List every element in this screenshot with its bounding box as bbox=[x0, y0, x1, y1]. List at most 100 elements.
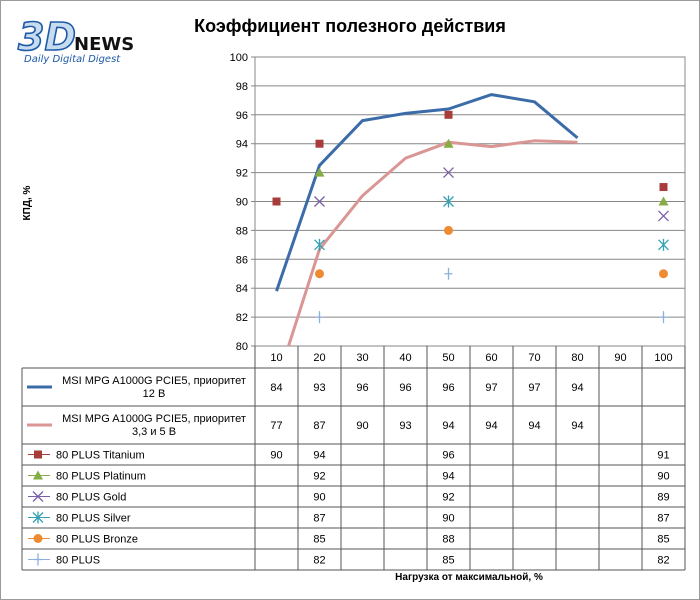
table-value-cell: 94 bbox=[313, 450, 325, 462]
table-value-cell: 89 bbox=[657, 492, 669, 504]
data-point bbox=[658, 196, 669, 206]
y-tick-label: 80 bbox=[236, 341, 248, 353]
table-value-cell: 94 bbox=[571, 382, 583, 394]
data-point bbox=[314, 238, 325, 251]
table-value-cell: 94 bbox=[485, 420, 497, 432]
data-point bbox=[659, 269, 668, 279]
logo-3d-text: 3D bbox=[18, 15, 76, 59]
x-category-label: 40 bbox=[399, 352, 411, 364]
y-tick-label: 90 bbox=[236, 197, 248, 209]
data-point bbox=[315, 311, 324, 324]
table-value-cell: 82 bbox=[313, 555, 325, 567]
data-point bbox=[444, 267, 453, 280]
x-category-label: 90 bbox=[614, 352, 626, 364]
plot-grid bbox=[251, 56, 686, 347]
series-line bbox=[275, 93, 579, 292]
table-value-cell: 92 bbox=[442, 492, 454, 504]
data-point bbox=[444, 110, 453, 119]
data-point bbox=[314, 196, 325, 207]
series-line bbox=[286, 139, 578, 346]
logo-tagline: Daily Digital Digest bbox=[24, 54, 121, 65]
x-axis-label: Нагрузка от максимальной, % bbox=[395, 572, 543, 583]
table-value-cell: 90 bbox=[356, 420, 368, 432]
data-point bbox=[659, 183, 668, 192]
y-tick-labels: 80 82 84 86 88 90 92 94 96 98 100 bbox=[230, 52, 248, 353]
y-tick-label: 96 bbox=[236, 110, 248, 122]
chart-title: Коэффициент полезного действия bbox=[194, 16, 506, 36]
table-value-cell: 87 bbox=[313, 420, 325, 432]
table-value-cell: 93 bbox=[313, 382, 325, 394]
table-value-cell: 85 bbox=[657, 534, 669, 546]
table-value-cell: 90 bbox=[657, 471, 669, 483]
x-category-label: 10 bbox=[270, 352, 282, 364]
table-value-cell: 84 bbox=[270, 382, 282, 394]
data-point bbox=[314, 167, 325, 177]
plot-series bbox=[272, 93, 669, 346]
data-table: 10 20 30 40 50 60 70 80 90 100 MSI MPG A1000G PCIE… bbox=[21, 346, 686, 571]
x-category-label: 70 bbox=[528, 352, 540, 364]
data-point bbox=[443, 167, 454, 179]
table-value-cell: 94 bbox=[571, 420, 583, 432]
table-value-cell: 82 bbox=[657, 555, 669, 567]
table-value-cell: 93 bbox=[399, 420, 411, 432]
table-value-cell: 77 bbox=[270, 420, 282, 432]
table-value-cell: 94 bbox=[528, 420, 540, 432]
table-value-cell: 96 bbox=[356, 382, 368, 394]
y-tick-label: 84 bbox=[236, 283, 248, 295]
data-point bbox=[443, 138, 454, 148]
table-value-cell: 91 bbox=[657, 450, 669, 462]
legend-series-name: 80 PLUS Bronze bbox=[56, 534, 138, 546]
data-point bbox=[658, 238, 669, 251]
table-value-cell: 96 bbox=[442, 450, 454, 462]
legend-series-name: 80 PLUS Platinum bbox=[56, 471, 146, 483]
x-category-label: 80 bbox=[571, 352, 583, 364]
data-point bbox=[315, 139, 324, 148]
data-point bbox=[444, 225, 453, 235]
legend-series-name: 80 PLUS Titanium bbox=[56, 450, 145, 462]
x-category-label: 100 bbox=[654, 352, 672, 364]
table-value-cell: 96 bbox=[442, 382, 454, 394]
table-value-cell: 87 bbox=[313, 513, 325, 525]
legend-series-name: 80 PLUS Gold bbox=[56, 492, 126, 504]
table-value-cell: 97 bbox=[485, 382, 497, 394]
logo: 3D NEWS Daily Digital Digest bbox=[17, 14, 134, 65]
y-tick-label: 86 bbox=[236, 254, 248, 266]
data-point bbox=[659, 311, 668, 324]
table-value-cell: 94 bbox=[442, 420, 454, 432]
legend-series-name: 80 PLUS bbox=[56, 555, 100, 567]
y-tick-label: 100 bbox=[230, 52, 248, 64]
y-tick-label: 94 bbox=[236, 139, 248, 151]
table-value-cell: 94 bbox=[442, 471, 454, 483]
table-value-cell: 85 bbox=[442, 555, 454, 567]
legend-name-line: MSI MPG A1000G PCIE5, приоритет bbox=[62, 375, 246, 387]
logo-news-text: NEWS bbox=[74, 34, 134, 55]
y-axis-label: КПД, % bbox=[22, 185, 33, 220]
x-category-label: 60 bbox=[485, 352, 497, 364]
table-value-cell: 88 bbox=[442, 534, 454, 546]
table-value-cell: 87 bbox=[657, 513, 669, 525]
legend-series-name: MSI MPG A1000G PCIE5, приоритет 12 В bbox=[62, 375, 246, 400]
data-point bbox=[443, 195, 454, 208]
data-point bbox=[272, 197, 281, 206]
data-point bbox=[315, 269, 324, 279]
table-value-cell: 90 bbox=[313, 492, 325, 504]
table-value-cell: 92 bbox=[313, 471, 325, 483]
table-value-cell: 96 bbox=[399, 382, 411, 394]
legend-name-line: MSI MPG A1000G PCIE5, приоритет bbox=[62, 413, 246, 425]
plot-marks bbox=[272, 93, 669, 346]
table-value-cell: 97 bbox=[528, 382, 540, 394]
x-category-label: 20 bbox=[313, 352, 325, 364]
table-value-cell: 90 bbox=[442, 513, 454, 525]
legend-name-line: 3,3 и 5 В bbox=[132, 426, 176, 438]
x-category-label: 30 bbox=[356, 352, 368, 364]
x-category-label: 50 bbox=[442, 352, 454, 364]
table-value-cell: 85 bbox=[313, 534, 325, 546]
data-point bbox=[658, 210, 669, 222]
y-tick-label: 98 bbox=[236, 81, 248, 93]
table-value-cell: 90 bbox=[270, 450, 282, 462]
legend-name-line: 12 В bbox=[143, 388, 166, 400]
legend-series-name: 80 PLUS Silver bbox=[56, 513, 131, 525]
y-tick-label: 88 bbox=[236, 225, 248, 237]
y-tick-label: 82 bbox=[236, 312, 248, 324]
